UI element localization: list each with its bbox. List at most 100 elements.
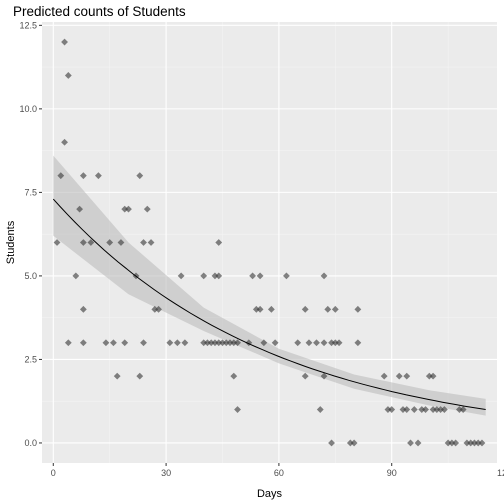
data-point — [452, 439, 460, 447]
data-point — [76, 205, 84, 213]
data-point — [219, 339, 226, 347]
data-points — [53, 38, 486, 447]
y-tick-label: 12.5 — [19, 20, 37, 30]
data-point — [380, 372, 388, 380]
data-point — [471, 439, 478, 447]
data-point — [143, 205, 151, 213]
data-point — [331, 305, 339, 313]
data-point — [316, 406, 324, 413]
axis-ticks: 0 30 60 90 120 0.0 2.5 5.0 7.5 10.0 12.5 — [19, 20, 504, 478]
data-point — [230, 339, 238, 347]
data-point — [331, 339, 339, 347]
data-point — [399, 406, 407, 413]
data-point — [121, 205, 129, 213]
data-point — [440, 406, 448, 413]
data-point — [136, 372, 144, 380]
data-point — [234, 406, 241, 413]
x-axis-title: Days — [257, 488, 283, 500]
data-point — [79, 339, 87, 347]
data-point — [271, 339, 279, 347]
data-point — [301, 372, 309, 380]
data-point — [207, 339, 215, 347]
data-point — [346, 439, 354, 447]
data-point — [414, 439, 422, 447]
data-point — [95, 172, 102, 180]
data-point — [181, 339, 189, 347]
data-point — [79, 239, 87, 246]
x-tick-label: 30 — [161, 468, 171, 478]
data-point — [166, 339, 174, 347]
data-point — [403, 406, 411, 413]
data-point — [87, 239, 95, 246]
data-point — [215, 339, 223, 347]
data-point — [395, 372, 403, 380]
x-tick-label: 90 — [387, 468, 397, 478]
x-tick-label: 120 — [497, 468, 504, 478]
y-tick-label: 2.5 — [24, 354, 37, 364]
data-point — [410, 406, 418, 413]
data-point — [252, 305, 260, 313]
data-point — [313, 339, 320, 347]
data-point — [110, 339, 117, 347]
data-point — [256, 305, 264, 313]
data-point — [388, 406, 396, 413]
data-point — [444, 439, 452, 447]
data-point — [102, 339, 110, 347]
x-tick-label: 0 — [51, 468, 56, 478]
x-tick-label: 60 — [274, 468, 284, 478]
fit-line — [52, 198, 486, 410]
data-point — [140, 239, 147, 246]
data-point — [140, 339, 147, 347]
data-point — [230, 372, 238, 380]
data-point — [211, 272, 219, 280]
data-point — [151, 305, 159, 313]
data-point — [125, 205, 132, 213]
data-point — [173, 339, 181, 347]
data-point — [226, 339, 234, 347]
data-point — [136, 172, 144, 180]
data-point — [324, 305, 332, 313]
data-point — [200, 339, 208, 347]
y-tick-label: 0.0 — [24, 438, 37, 448]
data-point — [384, 406, 392, 413]
data-point — [106, 239, 114, 246]
data-point — [215, 239, 223, 246]
data-point — [459, 406, 467, 413]
data-point — [267, 305, 275, 313]
data-point — [354, 339, 362, 347]
data-point — [79, 172, 87, 180]
data-point — [113, 372, 121, 380]
data-point — [422, 406, 429, 413]
data-point — [64, 72, 72, 79]
data-point — [403, 372, 411, 380]
data-point — [215, 272, 223, 280]
data-point — [305, 339, 313, 347]
data-point — [211, 339, 219, 347]
y-axis-title: Students — [5, 220, 17, 264]
data-point — [79, 305, 87, 313]
data-point — [222, 339, 230, 347]
data-point — [328, 439, 335, 447]
data-point — [429, 406, 437, 413]
data-point — [474, 439, 482, 447]
data-point — [72, 272, 80, 280]
data-point — [200, 272, 208, 280]
data-point — [354, 305, 362, 313]
data-point — [320, 339, 328, 347]
data-point — [283, 272, 290, 280]
data-point — [418, 406, 426, 413]
data-point — [249, 272, 256, 280]
chart-title: Predicted counts of Students — [13, 4, 186, 19]
data-point — [121, 339, 129, 347]
y-tick-label: 5.0 — [24, 271, 37, 281]
data-point — [155, 305, 162, 313]
data-point — [407, 439, 414, 447]
data-point — [64, 339, 72, 347]
data-point — [260, 339, 268, 347]
y-tick-label: 10.0 — [19, 104, 37, 114]
data-point — [234, 339, 241, 347]
data-point — [61, 138, 68, 146]
data-point — [57, 172, 65, 180]
data-point — [478, 439, 486, 447]
